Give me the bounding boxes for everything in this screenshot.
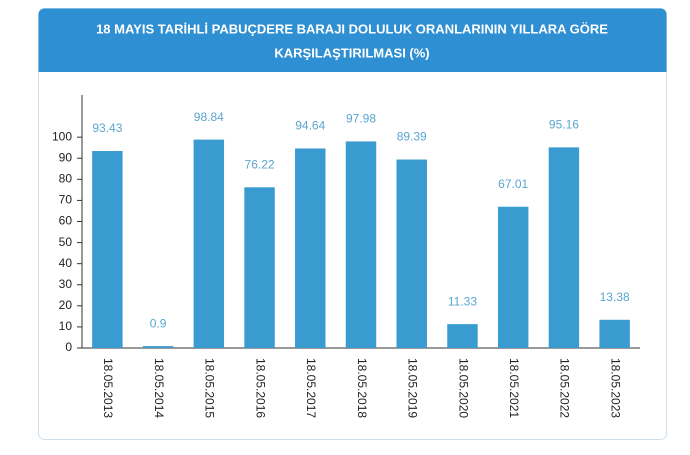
x-tick-label: 18.05.2018 — [355, 358, 369, 418]
value-label: 95.16 — [549, 118, 579, 132]
bar — [92, 151, 123, 348]
bar — [548, 147, 580, 348]
x-tick-label: 18.05.2023 — [608, 358, 622, 418]
bar — [396, 159, 427, 348]
bar — [193, 139, 225, 348]
x-tick-label: 18.05.2015 — [203, 358, 217, 418]
value-label: 76.22 — [245, 157, 275, 171]
x-tick-label: 18.05.2020 — [456, 358, 470, 418]
header — [38, 8, 667, 72]
y-tick-label: 0 — [65, 340, 72, 354]
y-tick-label: 60 — [59, 214, 73, 228]
value-label: 97.98 — [346, 112, 376, 126]
chart-title: 18 MAYIS TARİHLİ PABUÇDERE BARAJI DOLULU… — [96, 21, 608, 36]
x-tick-label: 18.05.2019 — [406, 358, 420, 418]
value-label: 13.38 — [600, 290, 630, 304]
bar — [295, 148, 326, 348]
chart-title: KARŞILAŞTIRILMASI (%) — [274, 45, 429, 60]
x-tick-label: 18.05.2013 — [101, 358, 115, 418]
value-label: 89.39 — [397, 130, 427, 144]
y-tick-label: 40 — [59, 256, 73, 270]
bar — [244, 187, 275, 348]
bar — [142, 346, 174, 348]
bar — [599, 319, 630, 348]
x-tick-label: 18.05.2014 — [152, 358, 166, 418]
y-tick-label: 50 — [59, 235, 73, 249]
y-tick-label: 10 — [59, 319, 73, 333]
value-label: 67.01 — [498, 177, 528, 191]
value-label: 94.64 — [295, 119, 325, 133]
y-tick-label: 20 — [59, 298, 73, 312]
x-tick-label: 18.05.2022 — [558, 358, 572, 418]
y-tick-label: 30 — [59, 277, 73, 291]
value-label: 98.84 — [194, 110, 224, 124]
value-label: 0.9 — [150, 316, 167, 330]
x-tick-label: 18.05.2016 — [253, 358, 267, 418]
y-tick-label: 100 — [52, 129, 72, 143]
bar — [447, 324, 478, 348]
x-tick-label: 18.05.2017 — [304, 358, 318, 418]
x-tick-label: 18.05.2021 — [507, 358, 521, 418]
y-tick-label: 70 — [59, 193, 73, 207]
y-tick-label: 80 — [59, 172, 73, 186]
bar — [345, 141, 377, 348]
bar — [497, 206, 529, 348]
value-label: 93.43 — [92, 121, 122, 135]
y-tick-label: 90 — [59, 150, 73, 164]
value-label: 11.33 — [448, 294, 477, 308]
